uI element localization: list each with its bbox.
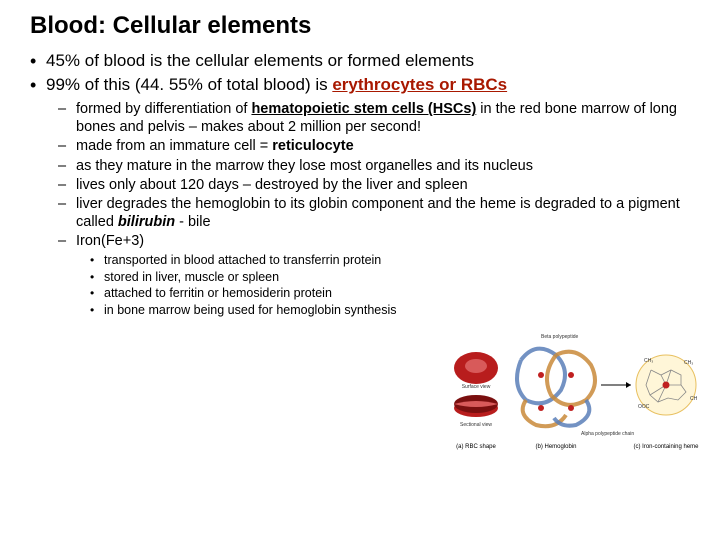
iron-center-icon	[663, 382, 670, 389]
bullet-list-level1: 45% of blood is the cellular elements or…	[20, 50, 700, 319]
label-beta: Beta polypeptide	[541, 334, 578, 340]
text: formed by differentiation of	[76, 101, 251, 117]
emphasis-hsc: hematopoietic stem cells (HSCs)	[251, 101, 476, 117]
emphasis-reticulocyte: reticulocyte	[272, 138, 353, 154]
text: 99% of this (44. 55% of total blood) is	[46, 75, 332, 94]
svg-text:CH₃: CH₃	[644, 358, 653, 364]
l2-item: as they mature in the marrow they lose m…	[76, 157, 700, 175]
panel-label-c: (c) Iron-containing heme	[633, 444, 699, 450]
l3-item: in bone marrow being used for hemoglobin…	[104, 303, 456, 319]
bullet-list-level3: transported in blood attached to transfe…	[76, 253, 456, 319]
emphasis-erythrocytes: erythrocytes or RBCs	[332, 75, 507, 94]
l2-item: made from an immature cell = reticulocyt…	[76, 137, 700, 155]
l1-item: 99% of this (44. 55% of total blood) is …	[46, 74, 700, 319]
panel-label-b: (b) Hemoglobin	[535, 444, 576, 450]
emphasis-bilirubin: bilirubin	[118, 214, 175, 230]
slide-title: Blood: Cellular elements	[20, 12, 700, 40]
panel-label-a: (a) RBC shape	[456, 444, 496, 450]
text: Iron(Fe+3)	[76, 233, 144, 249]
hemoglobin-figure: Surface view Sectional view (a) RBC shap…	[446, 330, 706, 460]
bullet-list-level2: formed by differentiation of hematopoiet…	[46, 100, 700, 319]
text: made from an immature cell =	[76, 138, 272, 154]
l1-item: 45% of blood is the cellular elements or…	[46, 50, 700, 72]
text: - bile	[175, 214, 210, 230]
l2-item: formed by differentiation of hematopoiet…	[76, 100, 700, 136]
l2-item: liver degrades the hemoglobin to its glo…	[76, 195, 700, 231]
hemoglobin-panel: Beta polypeptide Alpha polypeptide chain…	[517, 334, 634, 450]
arrow-head-icon	[626, 382, 631, 388]
label-alpha: Alpha polypeptide chain	[581, 431, 634, 437]
rbc-panel: Surface view Sectional view (a) RBC shap…	[454, 352, 498, 450]
l3-item: attached to ferritin or hemosiderin prot…	[104, 286, 456, 302]
l2-item: Iron(Fe+3) transported in blood attached…	[76, 232, 700, 319]
svg-text:CH: CH	[690, 396, 698, 402]
svg-text:OOC: OOC	[638, 404, 650, 410]
label-sectional: Sectional view	[460, 422, 492, 428]
l3-item: transported in blood attached to transfe…	[104, 253, 456, 269]
l2-item: lives only about 120 days – destroyed by…	[76, 176, 700, 194]
heme-panel: CH₃ CH₃ CH OOC (c) Iron-containing heme	[633, 355, 699, 450]
label-surface: Surface view	[462, 384, 491, 390]
l3-item: stored in liver, muscle or spleen	[104, 270, 456, 286]
svg-text:CH₃: CH₃	[684, 360, 693, 366]
